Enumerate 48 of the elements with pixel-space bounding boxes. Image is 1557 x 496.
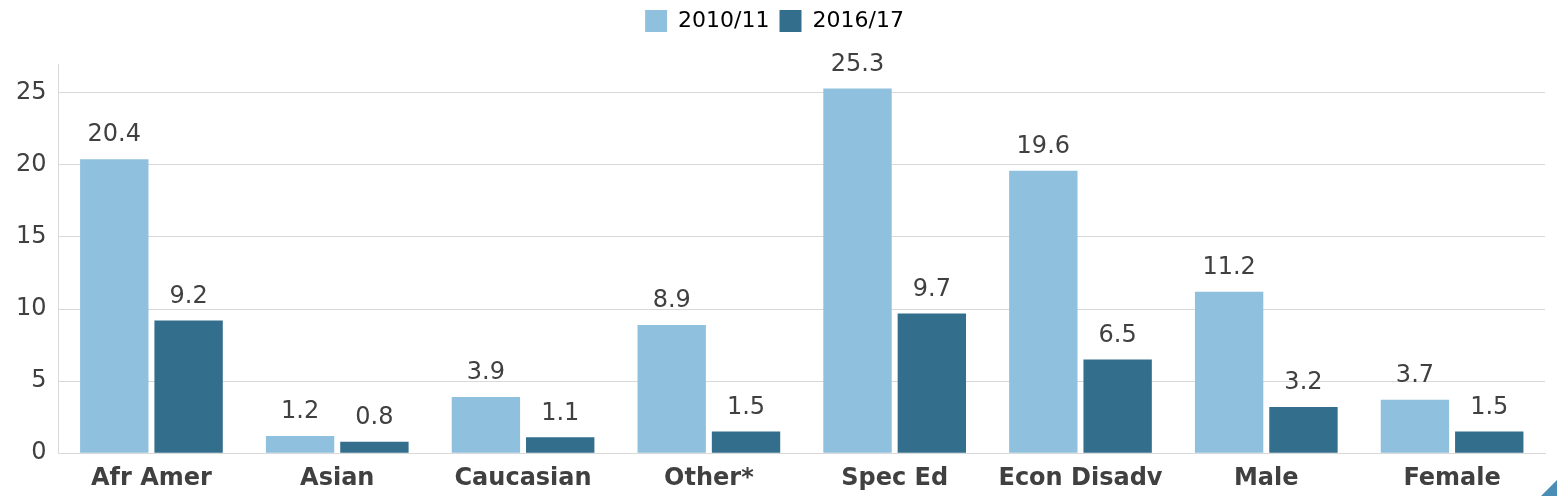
bar: [265, 435, 335, 453]
legend-label: 2010/11: [678, 6, 770, 32]
data-label: 1.5: [1470, 391, 1509, 420]
x-tick-label: Spec Ed: [841, 462, 949, 491]
bar: [80, 159, 149, 453]
y-tick-label: 5: [31, 365, 47, 394]
data-label: 11.2: [1202, 251, 1256, 280]
data-label: 8.9: [652, 285, 691, 314]
y-tick-label: 10: [15, 293, 47, 322]
bar: [154, 320, 223, 453]
data-label: 9.7: [912, 273, 951, 302]
y-tick-label: 20: [15, 149, 47, 178]
bar: [1455, 431, 1524, 453]
bar: [823, 88, 892, 453]
data-label: 9.2: [169, 280, 208, 309]
y-tick-label: 15: [15, 221, 47, 250]
bar: [1009, 170, 1078, 453]
x-tick-label: Caucasian: [454, 462, 592, 491]
bar: [637, 324, 706, 453]
y-tick-label: 0: [31, 437, 47, 466]
bar: [1083, 359, 1152, 453]
bar: [1380, 399, 1450, 453]
bar: [1269, 407, 1338, 453]
legend-label: 2016/17: [812, 6, 904, 32]
data-label: 6.5: [1098, 319, 1137, 348]
bar: [340, 441, 409, 453]
data-label: 0.8: [355, 401, 394, 430]
bar: [711, 431, 781, 453]
bar: [526, 437, 595, 453]
x-tick-label: Econ Disadv: [998, 462, 1163, 491]
bar: [1194, 291, 1264, 453]
data-label: 19.6: [1016, 130, 1071, 159]
x-tick-label: Asian: [300, 462, 375, 491]
data-label: 1.5: [726, 391, 766, 420]
data-label: 3.2: [1284, 367, 1323, 396]
data-label: 25.3: [830, 48, 885, 77]
x-tick-label: Female: [1403, 462, 1501, 491]
x-tick-label: Afr Amer: [90, 462, 213, 491]
y-tick-label: 25: [15, 77, 47, 106]
data-label: 3.9: [466, 357, 505, 386]
bar: [451, 396, 521, 453]
data-label: 1.2: [281, 396, 320, 425]
x-tick-label: Other*: [664, 462, 755, 491]
data-label: 20.4: [87, 119, 141, 148]
bar: [897, 313, 967, 453]
data-label: 3.7: [1395, 360, 1435, 389]
x-tick-label: Male: [1233, 462, 1299, 491]
data-label: 1.1: [541, 397, 580, 426]
